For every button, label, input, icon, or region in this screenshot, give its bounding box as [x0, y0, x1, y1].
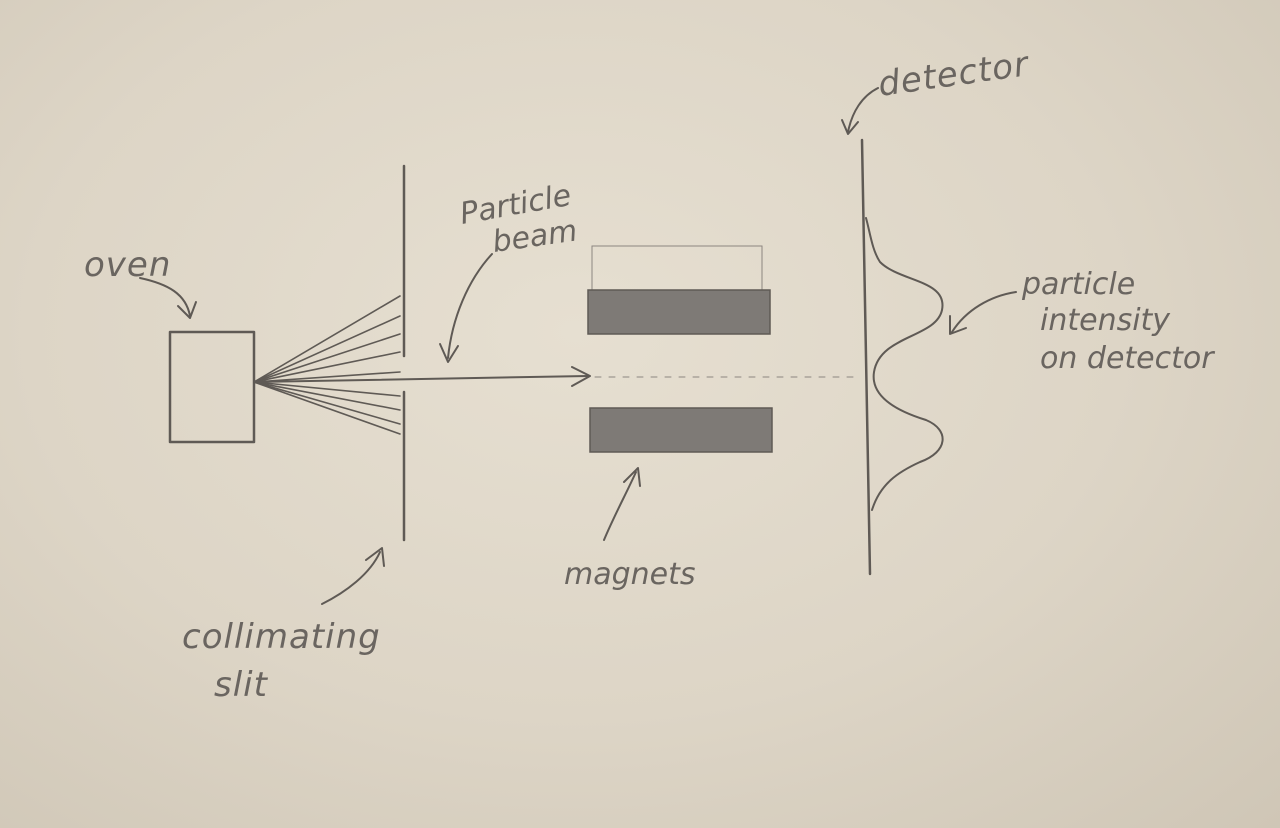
detector-screen	[860, 138, 872, 576]
label-intensity-line2: intensity	[1040, 303, 1171, 338]
arrow-collimating	[321, 551, 381, 605]
arrow-oven	[139, 277, 191, 317]
label-intensity-line1: particle	[1021, 267, 1135, 302]
arrowhead-intensity	[949, 315, 967, 335]
label-magnets: magnets	[564, 557, 696, 592]
arrowhead-collimating	[365, 547, 385, 567]
arrowhead-particle-beam	[439, 343, 459, 363]
label-intensity-line3: on detector	[1040, 341, 1215, 376]
arrow-detector	[847, 87, 879, 133]
arrowhead-magnets	[623, 467, 641, 487]
magnet-top	[587, 289, 771, 335]
magnet-ghost-outline	[591, 245, 763, 291]
oven-box	[168, 330, 256, 444]
arrow-magnets	[603, 471, 637, 541]
label-detector: detector	[876, 44, 1033, 105]
arrow-particle-beam	[447, 253, 493, 359]
arrow-intensity	[951, 291, 1017, 333]
label-collimating-line1: collimating	[182, 617, 381, 657]
arrowhead-detector	[841, 119, 859, 135]
label-oven: oven	[84, 245, 171, 285]
label-collimating-line2: slit	[214, 665, 269, 705]
intensity-curve	[865, 217, 944, 511]
magnet-bottom	[589, 407, 773, 453]
particle-beam-arrow	[253, 366, 591, 387]
oven-rays	[253, 295, 401, 435]
arrowhead-oven	[177, 301, 197, 319]
